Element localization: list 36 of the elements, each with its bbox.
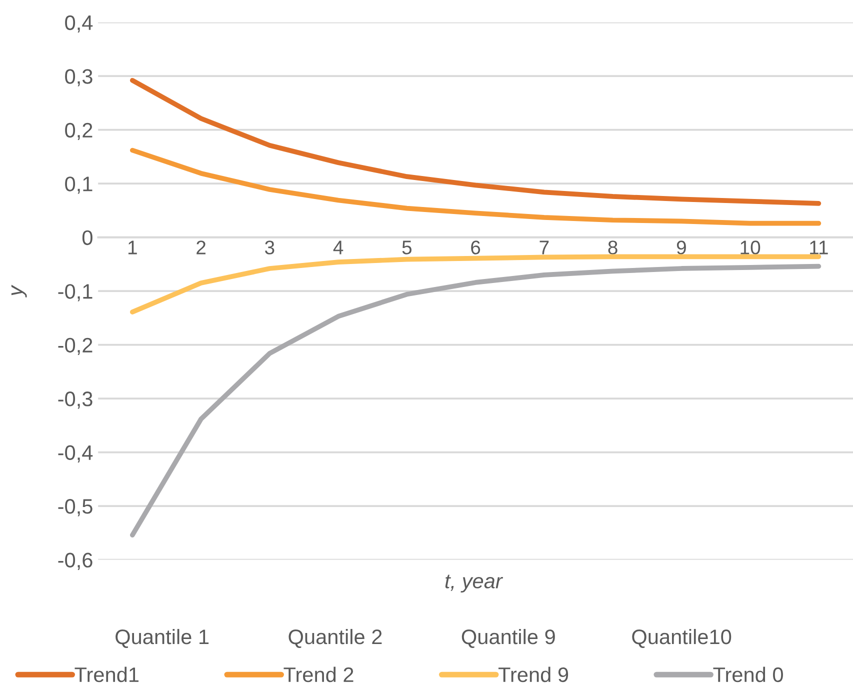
y-tick-label: 0 bbox=[82, 230, 92, 246]
x-tick-label: 11 bbox=[810, 240, 828, 254]
x-tick-label: 8 bbox=[608, 240, 618, 254]
text: Quantile10 bbox=[632, 628, 732, 648]
y-tick-label: -0,6 bbox=[58, 552, 92, 570]
x-tick-label: 2 bbox=[196, 240, 206, 254]
x-tick-label: 6 bbox=[471, 240, 480, 254]
x-tick-label: 9 bbox=[676, 240, 686, 254]
text: Quantile 9 bbox=[462, 628, 555, 648]
x-tick-label: 1 bbox=[128, 240, 137, 254]
y-axis-title: y bbox=[11, 284, 27, 298]
y-tick-label: -0,4 bbox=[58, 445, 93, 463]
y-tick-label: -0,3 bbox=[58, 392, 92, 409]
y-tick-label: 0,4 bbox=[65, 15, 93, 33]
line-series bbox=[130, 78, 822, 206]
y-tick-label: 0,3 bbox=[65, 69, 92, 86]
line-series bbox=[130, 148, 822, 226]
y-tick-label: 0,2 bbox=[65, 122, 92, 140]
x-tick-label: 10 bbox=[740, 240, 760, 254]
y-tick-label: -0,1 bbox=[58, 284, 92, 302]
legend-label: Trend 0 bbox=[713, 666, 783, 682]
x-tick-label: 5 bbox=[402, 240, 412, 254]
x-tick-label: 7 bbox=[540, 240, 549, 254]
line-series bbox=[130, 254, 822, 314]
x-tick-label: 3 bbox=[265, 240, 274, 254]
y-tick-label: -0,2 bbox=[58, 338, 92, 356]
legend-label: Trend1 bbox=[74, 666, 138, 682]
text: Quantile 2 bbox=[288, 628, 382, 648]
x-axis-title: t, year bbox=[445, 574, 504, 593]
x-tick-label: 4 bbox=[333, 240, 344, 254]
line-series bbox=[130, 264, 822, 538]
y-tick-label: -0,5 bbox=[58, 499, 92, 516]
legend-label: Trend 9 bbox=[498, 666, 568, 682]
text: Quantile 1 bbox=[116, 628, 209, 648]
y-tick-label: 0,1 bbox=[65, 176, 92, 194]
legend-label: Trend 2 bbox=[284, 666, 354, 682]
